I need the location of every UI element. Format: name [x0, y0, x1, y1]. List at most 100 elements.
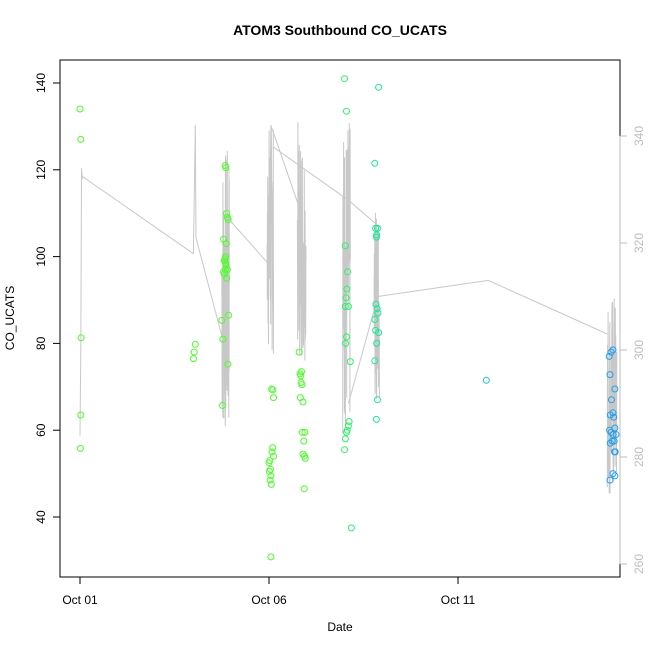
y-tick-label: 140	[34, 73, 48, 93]
data-point	[343, 428, 350, 436]
y-tick-label: 60	[34, 423, 48, 437]
y2-axis: 260 280 300 320 340	[619, 126, 646, 574]
data-point	[611, 385, 619, 393]
data-point	[373, 305, 381, 313]
data-point	[265, 467, 273, 475]
data-point	[190, 348, 198, 356]
x-tick-label: Oct 01	[62, 593, 98, 607]
data-point	[346, 358, 354, 366]
data-point	[608, 396, 615, 404]
y-axis-label: CO_UCATS	[3, 286, 17, 350]
data-point	[266, 457, 274, 465]
data-point	[372, 233, 380, 241]
data-point	[77, 411, 85, 419]
data-point	[606, 476, 614, 484]
data-point	[341, 435, 349, 443]
data-point	[224, 360, 232, 368]
data-point	[607, 348, 615, 356]
data-point	[268, 385, 276, 393]
data-point	[610, 413, 618, 421]
y2-tick-label: 280	[632, 447, 646, 467]
data-point	[609, 470, 617, 478]
data-point	[371, 357, 379, 365]
data-point	[371, 159, 379, 167]
data-point	[344, 303, 352, 310]
y2-tick-label: 300	[632, 340, 646, 360]
x-tick-label: Oct 11	[441, 593, 476, 607]
x-axis-label: Date	[327, 620, 353, 634]
line-burst	[342, 123, 351, 433]
line-connector	[272, 146, 380, 228]
data-point	[372, 224, 380, 232]
data-point	[606, 371, 614, 379]
data-point	[298, 428, 306, 436]
data-point	[224, 216, 232, 224]
line-burst	[296, 122, 307, 361]
x-axis: Oct 01 Oct 06 Oct 11	[62, 576, 476, 607]
line-burst	[266, 127, 274, 354]
data-point	[301, 428, 309, 436]
data-point	[268, 448, 276, 456]
data-point	[482, 376, 490, 384]
data-point	[225, 311, 233, 319]
data-point	[295, 348, 303, 356]
data-point	[610, 437, 618, 445]
data-point	[343, 333, 350, 341]
line-connector	[225, 215, 270, 265]
data-point	[300, 437, 308, 445]
data-point	[612, 431, 620, 438]
data-point	[341, 446, 349, 454]
data-point	[298, 368, 305, 376]
data-point	[298, 381, 306, 389]
y-tick-label: 100	[34, 246, 48, 266]
y2-tick-label: 260	[632, 554, 646, 574]
data-point	[341, 75, 349, 83]
data-point	[373, 339, 381, 347]
y-tick-label: 120	[34, 159, 48, 179]
data-point	[611, 424, 619, 432]
data-point	[343, 107, 350, 115]
chart-title: ATOM3 Southbound CO_UCATS	[233, 22, 447, 38]
data-point	[223, 266, 231, 274]
data-point	[344, 268, 352, 276]
data-point	[219, 335, 227, 343]
y-tick-label: 80	[34, 336, 48, 350]
data-point	[371, 316, 379, 323]
data-point	[374, 396, 381, 404]
data-point	[605, 352, 613, 360]
data-point	[611, 472, 619, 480]
data-point	[341, 303, 349, 310]
data-point	[223, 209, 231, 217]
data-point	[609, 431, 617, 438]
data-point	[218, 316, 226, 324]
data-point	[266, 476, 274, 484]
data-point	[372, 415, 380, 423]
data-point	[611, 448, 619, 456]
plot-frame	[59, 59, 621, 578]
data-point	[299, 398, 307, 406]
data-point	[267, 480, 275, 488]
data-point	[375, 329, 383, 337]
line-segment	[79, 168, 194, 436]
data-point	[341, 242, 349, 250]
data-point	[375, 83, 383, 91]
data-point	[342, 339, 350, 347]
data-point	[347, 524, 355, 532]
y-tick-label: 40	[34, 510, 48, 524]
data-point	[343, 285, 351, 293]
data-point	[269, 386, 277, 394]
data-point	[374, 224, 381, 232]
data-point	[222, 259, 229, 267]
data-point	[76, 105, 84, 113]
data-point	[189, 355, 197, 363]
data-point	[344, 422, 352, 430]
y2-tick-label: 320	[632, 233, 646, 253]
data-point	[300, 485, 308, 493]
data-point	[191, 340, 199, 348]
data-point	[222, 240, 230, 248]
y2-tick-label: 340	[632, 126, 646, 146]
data-point	[222, 164, 230, 172]
data-point	[77, 135, 85, 143]
data-point	[76, 444, 84, 452]
